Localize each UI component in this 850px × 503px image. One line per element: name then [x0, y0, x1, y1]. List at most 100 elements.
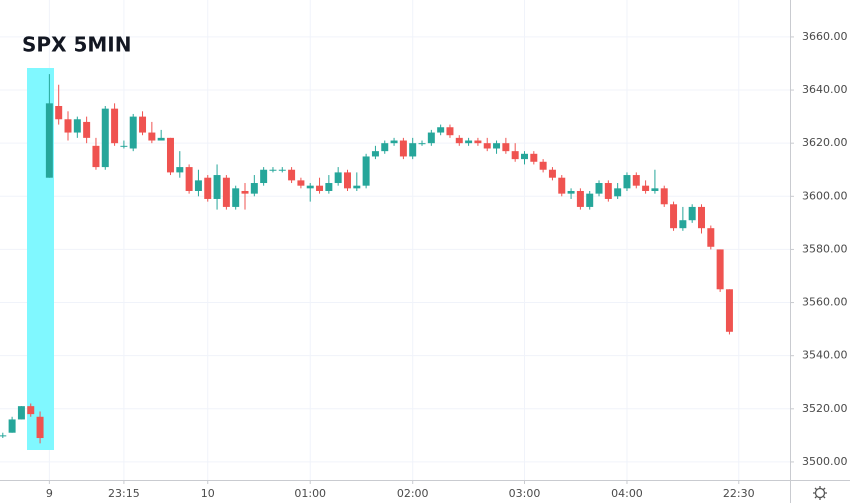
x-tick-label: 23:15	[108, 487, 140, 500]
settings-icon-spokes[interactable]	[813, 486, 827, 500]
candle-body	[45, 103, 53, 178]
y-tick-label: 3540.00	[802, 349, 848, 362]
candle-body	[222, 177, 230, 207]
candle-body	[204, 177, 212, 199]
candle-body	[148, 132, 156, 141]
candle-body	[27, 406, 35, 415]
candle-body	[120, 145, 128, 147]
candle-body	[604, 183, 612, 199]
candle-body	[353, 185, 361, 189]
candle-body	[409, 143, 417, 157]
candle-body	[632, 175, 640, 186]
candle-body	[670, 204, 678, 229]
y-tick-label: 3660.00	[802, 30, 848, 43]
candle-body	[306, 185, 314, 189]
candle-body	[427, 132, 435, 144]
candle-body	[698, 206, 705, 229]
x-tick-label: 02:00	[397, 487, 429, 500]
settings-icon[interactable]	[813, 486, 827, 500]
y-tick-label: 3520.00	[802, 402, 848, 415]
candle-body	[511, 151, 519, 160]
candle-body	[558, 177, 566, 194]
candle-body	[418, 143, 426, 145]
candle-body	[688, 206, 696, 221]
candle-body	[185, 167, 193, 191]
candle-body	[595, 183, 603, 194]
candle-body	[36, 416, 44, 439]
x-tick-label: 10	[201, 487, 215, 500]
candle-body	[73, 119, 81, 133]
candle-body	[642, 185, 650, 191]
candle-body	[399, 140, 407, 157]
candle-body	[0, 435, 7, 437]
candle-body	[129, 116, 137, 149]
candle-body	[576, 190, 584, 207]
x-tick-label: 04:00	[611, 487, 643, 500]
candle-body	[455, 137, 463, 144]
candles	[0, 74, 733, 444]
candle-body	[567, 190, 575, 194]
x-tick-label: 22:30	[723, 487, 755, 500]
candle-body	[241, 190, 249, 194]
candle-body	[651, 188, 659, 191]
candle-body	[530, 153, 538, 162]
candle-body	[614, 188, 622, 197]
candle-body	[437, 127, 445, 133]
candle-body	[493, 143, 501, 149]
candle-body	[716, 249, 724, 290]
chart-title: SPX 5MIN	[22, 33, 131, 57]
candle-body	[176, 167, 184, 173]
candle-body	[465, 140, 473, 144]
candle-body	[539, 161, 547, 170]
candle-body	[725, 289, 733, 332]
candle-body	[278, 169, 286, 171]
candle-body	[334, 172, 342, 184]
y-tick-label: 3500.00	[802, 455, 848, 468]
candle-body	[679, 220, 687, 229]
candle-body	[17, 406, 25, 420]
candle-body	[139, 116, 147, 133]
candle-body	[83, 121, 91, 138]
candle-body	[474, 140, 482, 144]
candle-body	[157, 137, 165, 141]
candle-body	[8, 419, 16, 433]
candle-body	[343, 172, 351, 189]
candle-body	[232, 188, 240, 207]
candle-body	[362, 156, 370, 186]
x-tick-label: 9	[46, 487, 53, 500]
candle-body	[213, 175, 221, 199]
candle-body	[288, 169, 296, 181]
candle-body	[55, 105, 63, 120]
candle-body	[166, 137, 174, 173]
candle-body	[520, 153, 528, 160]
y-tick-label: 3620.00	[802, 136, 848, 149]
x-tick-label: 01:00	[294, 487, 326, 500]
candle-body	[250, 183, 258, 194]
candle-body	[325, 183, 333, 191]
candle-body	[260, 169, 268, 184]
candle-body	[483, 143, 491, 149]
candle-body	[548, 169, 556, 178]
candle-body	[101, 108, 109, 168]
candle-body	[381, 143, 389, 152]
candle-body	[269, 169, 277, 171]
candle-body	[297, 180, 305, 186]
candle-body	[502, 143, 510, 152]
y-tick-label: 3560.00	[802, 296, 848, 309]
candle-body	[371, 151, 379, 157]
candle-body	[660, 188, 668, 205]
y-tick-label: 3580.00	[802, 242, 848, 255]
candle-body	[92, 145, 100, 168]
settings-icon-ring[interactable]	[814, 487, 826, 499]
grid	[0, 0, 790, 480]
candle-body	[64, 119, 72, 133]
candle-body	[194, 180, 202, 191]
candle-body	[390, 140, 398, 144]
candle-body	[707, 228, 715, 247]
x-tick-label: 03:00	[509, 487, 541, 500]
candle-body	[623, 175, 631, 189]
candle-body	[316, 185, 324, 191]
candle-body	[111, 108, 119, 144]
y-tick-label: 3600.00	[802, 189, 848, 202]
